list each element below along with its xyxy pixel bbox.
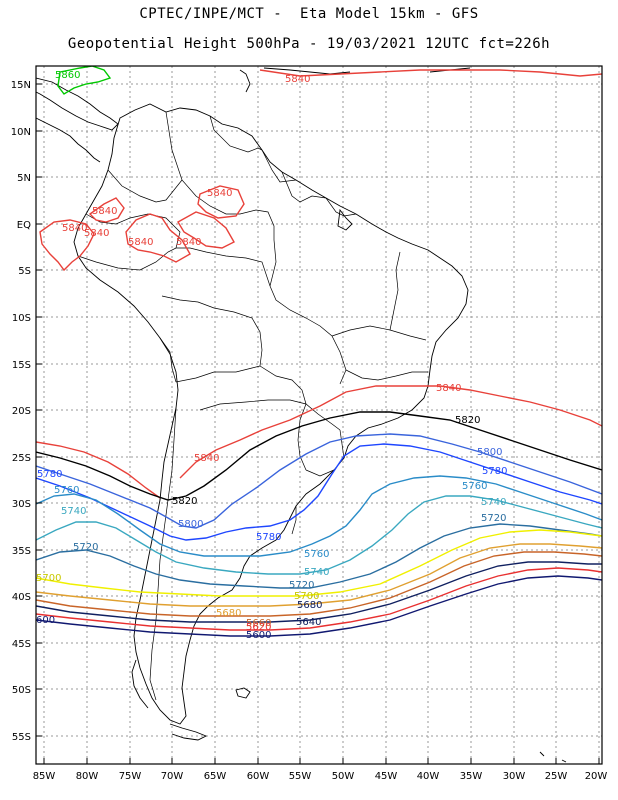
label-5840-g: 5840 <box>194 453 219 464</box>
lon-label: 75W <box>119 771 142 782</box>
contour-5740 <box>36 495 602 575</box>
label-5680-b: 5680 <box>216 608 241 619</box>
label-5760-a: 5760 <box>462 481 487 492</box>
contour-5800 <box>36 433 602 529</box>
label-5840-b: 5840 <box>207 188 232 199</box>
label-5620: 5620 <box>246 622 271 633</box>
lon-label: 40W <box>417 771 440 782</box>
label-5740-b: 5740 <box>61 506 86 517</box>
contour-5700 <box>36 529 602 597</box>
lat-label: 5S <box>18 266 31 277</box>
label-5700-b: 5700 <box>294 591 319 602</box>
contour-5820-west <box>36 441 161 499</box>
contour-5840-blob2 <box>88 197 125 223</box>
contour-5660 <box>36 551 602 617</box>
lon-label: 35W <box>460 771 483 782</box>
contour-5620 <box>36 567 602 631</box>
label-5700-a: 5700 <box>36 573 61 584</box>
lon-label: 55W <box>289 771 312 782</box>
lon-label: 50W <box>332 771 355 782</box>
lat-label: 10N <box>11 127 31 138</box>
contour-5840-blob3 <box>125 213 191 263</box>
lon-label: 20W <box>585 771 608 782</box>
label-5780-c: 5780 <box>256 532 281 543</box>
contour-5680 <box>36 543 602 607</box>
contour-5600 <box>36 575 602 637</box>
label-5820-a: 5820 <box>455 415 480 426</box>
label-5600-a: 5600 <box>246 630 271 641</box>
lat-label: 30S <box>12 499 31 510</box>
label-5720-a: 5720 <box>481 513 506 524</box>
label-5860: 5860 <box>55 70 80 81</box>
contour-5840-blob1 <box>39 219 95 272</box>
label-5720-b: 5720 <box>73 542 98 553</box>
label-5840-d: 5840 <box>84 228 109 239</box>
label-5720-c: 5720 <box>289 580 314 591</box>
contour-labels: 5860 5840 5840 5840 5840 5840 5840 5840 … <box>36 70 507 641</box>
lat-label: 10S <box>12 313 31 324</box>
lat-label: 25S <box>12 453 31 464</box>
map-frame <box>35 65 603 765</box>
lon-label: 30W <box>503 771 526 782</box>
lat-label: 45S <box>12 639 31 650</box>
longitude-labels: 85W 80W 75W 70W 65W 60W 55W 50W 45W 40W … <box>33 771 608 782</box>
label-5800-a: 5800 <box>477 447 502 458</box>
label-5840-f: 5840 <box>176 237 201 248</box>
label-5820-b: 5820 <box>172 496 197 507</box>
contour-5720 <box>36 523 602 589</box>
label-5840-h: 5840 <box>436 383 461 394</box>
lon-label: 25W <box>545 771 568 782</box>
lat-label: EQ <box>17 220 31 231</box>
contour-5840-south <box>179 385 602 479</box>
label-5680-a: 5680 <box>297 600 322 611</box>
label-5600-b: 600 <box>36 615 55 626</box>
contours <box>36 66 602 637</box>
contour-5640 <box>36 561 602 623</box>
label-5740-c: 5740 <box>304 567 329 578</box>
frame-ticks <box>36 83 600 764</box>
label-5840-c: 5840 <box>62 223 87 234</box>
label-5760-c: 5760 <box>304 549 329 560</box>
label-5780-a: 5780 <box>482 466 507 477</box>
label-5840-a: 5840 <box>285 74 310 85</box>
lat-label: 5N <box>17 173 31 184</box>
lat-label: 15N <box>11 80 31 91</box>
contour-5840-blob5 <box>197 185 245 219</box>
label-5800-b: 5800 <box>178 519 203 530</box>
lon-label: 85W <box>33 771 56 782</box>
lat-label: 40S <box>12 592 31 603</box>
lon-label: 45W <box>375 771 398 782</box>
contour-5840-top <box>259 69 602 77</box>
lat-label: 55S <box>12 732 31 743</box>
contour-5760 <box>36 475 602 557</box>
lon-label: 80W <box>76 771 99 782</box>
lon-label: 60W <box>247 771 270 782</box>
label-5760-b: 5760 <box>54 485 79 496</box>
latitude-labels: 15N 10N 5N EQ 5S 10S 15S 20S 25S 30S 35S… <box>11 80 31 743</box>
label-5660: 5660 <box>246 618 271 629</box>
grid <box>36 66 602 764</box>
chart-title-line1: CPTEC/INPE/MCT - Eta Model 15km - GFS <box>139 6 479 22</box>
lon-label: 65W <box>204 771 227 782</box>
contour-5860 <box>57 66 112 95</box>
contour-5820 <box>36 411 602 501</box>
lat-label: 50S <box>12 685 31 696</box>
contour-5840-blob4 <box>177 211 235 249</box>
chart-title-line2: Geopotential Height 500hPa - 19/03/2021 … <box>67 36 551 52</box>
lat-label: 35S <box>12 546 31 557</box>
label-5640: 5640 <box>296 617 321 628</box>
country-borders <box>77 111 428 701</box>
label-5840-e: 5840 <box>128 237 153 248</box>
lon-label: 70W <box>161 771 184 782</box>
label-5740-a: 5740 <box>481 497 506 508</box>
lat-label: 15S <box>12 360 31 371</box>
contour-5780 <box>36 443 602 541</box>
lat-label: 20S <box>12 406 31 417</box>
label-5780-b: 5780 <box>37 469 62 480</box>
label-5840-i: 5840 <box>92 206 117 217</box>
